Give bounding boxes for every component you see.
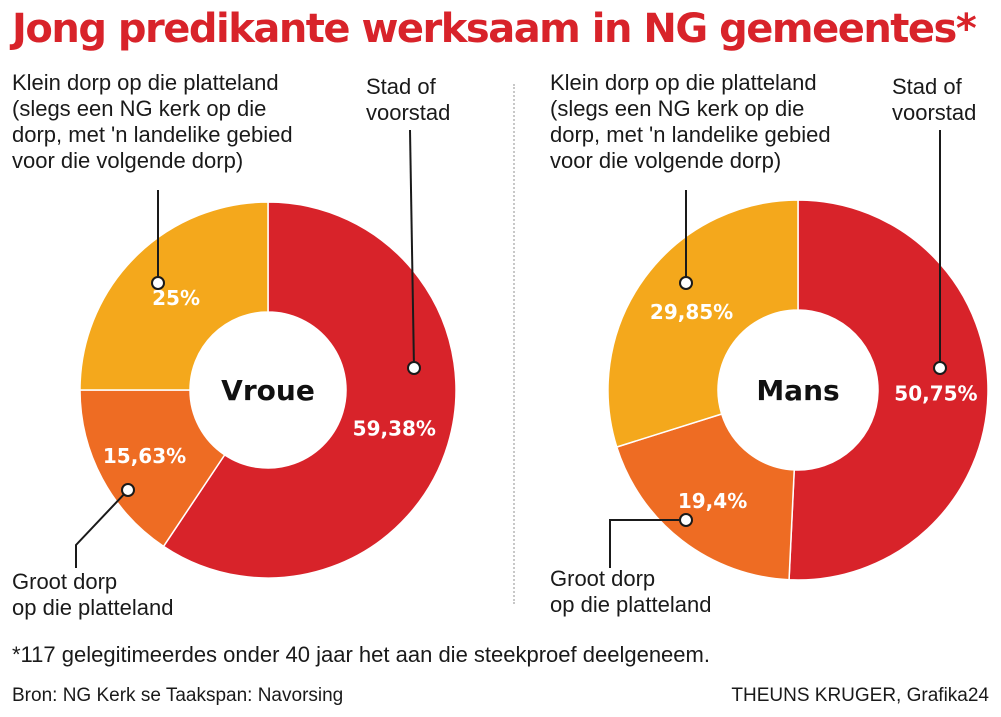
label-small-village: Klein dorp op die platteland (slegs een … (550, 70, 831, 173)
slice-city-value-label: 59,38% (353, 416, 436, 440)
slice-large-village-leader-line (75, 489, 129, 568)
slice-small-village (79, 201, 269, 391)
slice-small-village-leader-marker (679, 276, 693, 290)
credit-note: THEUNS KRUGER, Grafika24 (731, 685, 989, 706)
donut-chart-mans: 50,75% 19,4% 29,85% Mans (607, 130, 989, 581)
slice-city-leader-marker (407, 361, 421, 375)
donut-center-label: Mans (756, 374, 839, 407)
slice-city-leader-line (409, 129, 415, 369)
donut-panel-vroue: Klein dorp op die platteland (slegs een … (0, 0, 500, 630)
slice-large-village (79, 389, 226, 548)
chart-title: Jong predikante werksaam in NG gemeentes… (12, 6, 977, 52)
label-large-village: Groot dorp op die platteland (12, 569, 174, 620)
slice-city-value-label: 50,75% (894, 381, 977, 405)
source-note: Bron: NG Kerk se Taakspan: Navorsing (12, 685, 344, 706)
slice-small-village-value-label: 25% (152, 286, 200, 310)
slice-large-village-value-label: 19,4% (678, 489, 747, 513)
slice-large-village-leader-marker (679, 513, 693, 527)
panel-divider (513, 84, 515, 604)
slice-small-village-value-label: 29,85% (650, 300, 733, 324)
donut-panel-mans: Klein dorp op die platteland (slegs een … (510, 0, 1001, 630)
slice-large-village-value-label: 15,63% (103, 444, 186, 468)
slice-small-village (607, 199, 799, 448)
slice-city (162, 201, 457, 579)
donut-center-label: Vroue (221, 374, 315, 407)
slice-large-village (615, 413, 796, 581)
label-city: Stad of voorstad (892, 74, 977, 125)
slice-large-village-leader-line (609, 519, 686, 568)
slice-city (788, 199, 989, 581)
slice-small-village-leader-marker (151, 276, 165, 290)
donut-chart-vroue: 59,38% 15,63% 25% Vroue (75, 129, 457, 579)
slice-large-village-leader-marker (121, 483, 135, 497)
label-city: Stad of voorstad (366, 74, 451, 125)
slice-city-leader-marker (933, 361, 947, 375)
label-large-village: Groot dorp op die platteland (550, 566, 712, 617)
label-small-village: Klein dorp op die platteland (slegs een … (12, 70, 293, 173)
footnote: *117 gelegitimeerdes onder 40 jaar het a… (12, 642, 710, 667)
